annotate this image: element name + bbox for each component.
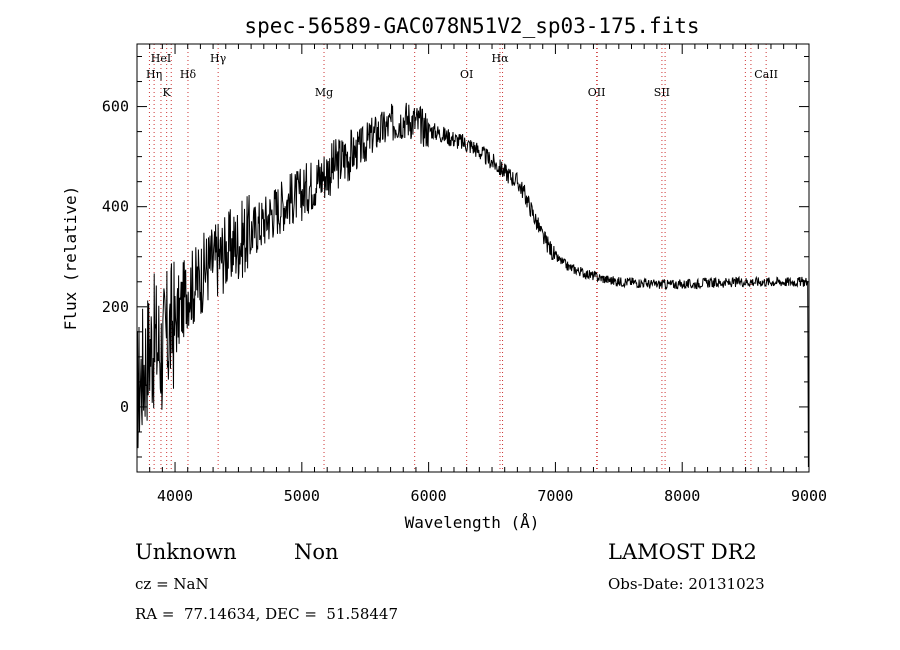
line-label: Mg bbox=[315, 86, 333, 99]
y-tick-label: 200 bbox=[102, 298, 129, 316]
spectrum-line bbox=[136, 102, 809, 468]
line-label: Hγ bbox=[210, 52, 227, 65]
line-label: Hη bbox=[146, 68, 162, 81]
x-tick-label: 4000 bbox=[157, 487, 193, 505]
x-axis: 4000 5000 6000 7000 8000 9000 bbox=[136, 44, 827, 505]
y-axis: 0 200 400 600 bbox=[102, 56, 809, 458]
x-tick-label: 6000 bbox=[411, 487, 447, 505]
line-label: HeI bbox=[151, 52, 171, 65]
plot-frame bbox=[136, 43, 810, 473]
x-tick-label: 7000 bbox=[537, 487, 573, 505]
line-label: CaII bbox=[754, 68, 778, 81]
chart-title: spec-56589-GAC078N51V2_sp03-175.fits bbox=[244, 14, 699, 38]
observation-date: Obs-Date: 20131023 bbox=[608, 575, 765, 593]
y-axis-label: Flux (relative) bbox=[61, 186, 80, 331]
line-label: OII bbox=[588, 86, 606, 99]
y-tick-label: 0 bbox=[120, 398, 129, 416]
line-label: K bbox=[163, 86, 172, 99]
x-tick-label: 8000 bbox=[664, 487, 700, 505]
x-tick-label: 9000 bbox=[791, 487, 827, 505]
object-subclass: Non bbox=[294, 540, 339, 564]
line-label: SII bbox=[654, 86, 670, 99]
object-class: Unknown bbox=[135, 540, 237, 564]
y-tick-label: 400 bbox=[102, 198, 129, 216]
line-label: Hδ bbox=[180, 68, 197, 81]
spectrum-series bbox=[136, 102, 809, 468]
x-axis-label: Wavelength (Å) bbox=[405, 513, 540, 532]
survey-name: LAMOST DR2 bbox=[608, 540, 757, 564]
spectral-line-markers bbox=[148, 44, 767, 472]
line-label: OI bbox=[460, 68, 473, 81]
spectral-line-labels: HeI HηK Hδ Hγ Mg OI Hα OII SII CaII bbox=[146, 52, 778, 99]
x-tick-label: 5000 bbox=[284, 487, 320, 505]
coordinates: RA = 77.14634, DEC = 51.58447 bbox=[135, 605, 399, 623]
line-label: Hα bbox=[491, 52, 509, 65]
y-tick-label: 600 bbox=[102, 98, 129, 116]
redshift-cz: cz = NaN bbox=[135, 575, 209, 593]
